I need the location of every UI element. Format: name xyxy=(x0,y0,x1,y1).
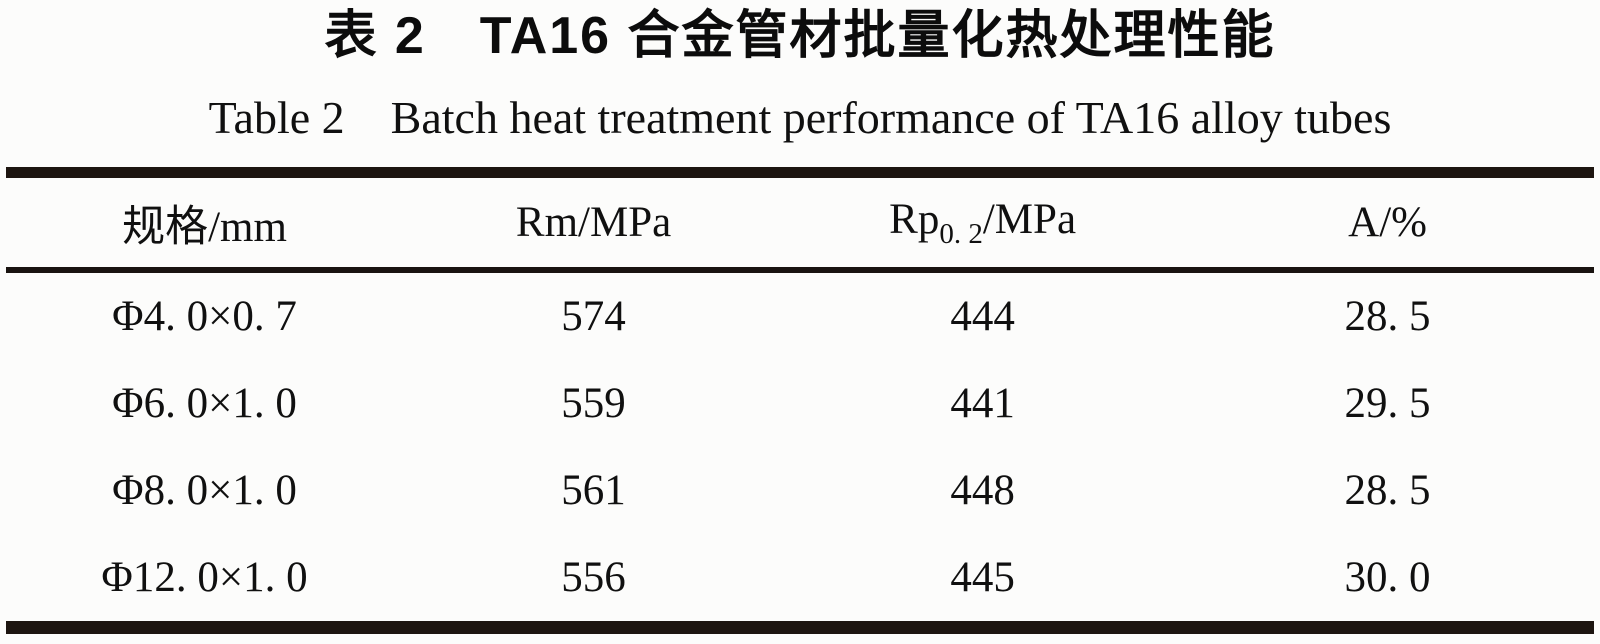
rp-base: Rp xyxy=(889,195,940,243)
cell-rp02: 441 xyxy=(950,380,1015,427)
cell-rp02: 448 xyxy=(950,467,1015,514)
table-container: 规格/mm Rm/MPa Rp0. 2/MPa A/% Φ4. 0×0. 7 5… xyxy=(6,167,1594,634)
cell-spec: Φ12. 0×1. 0 xyxy=(101,554,308,601)
table-title-chinese: 表 2 TA16 合金管材批量化热处理性能 xyxy=(324,7,1276,65)
column-header-elongation: A/% xyxy=(1181,172,1594,273)
table-row: Φ4. 0×0. 7 574 444 28. 5 xyxy=(6,270,1594,360)
table-title-english: Table 2 Batch heat treatment performance… xyxy=(208,92,1392,143)
table-row: Φ6. 0×1. 0 559 441 29. 5 xyxy=(6,360,1594,447)
cell-rm: 559 xyxy=(561,380,626,427)
header-row: 规格/mm Rm/MPa Rp0. 2/MPa A/% xyxy=(6,172,1594,273)
cell-elongation: 28. 5 xyxy=(1344,293,1431,340)
column-header-spec: 规格/mm xyxy=(6,172,403,273)
cell-rp02: 444 xyxy=(950,293,1015,340)
cell-rp02: 445 xyxy=(950,554,1015,601)
cell-elongation: 29. 5 xyxy=(1344,380,1431,427)
table-row: Φ12. 0×1. 0 556 445 30. 0 xyxy=(6,534,1594,628)
cell-elongation: 30. 0 xyxy=(1344,554,1431,601)
cell-spec: Φ8. 0×1. 0 xyxy=(112,467,297,514)
heat-treatment-performance-table: 规格/mm Rm/MPa Rp0. 2/MPa A/% Φ4. 0×0. 7 5… xyxy=(6,167,1594,634)
cell-rm: 561 xyxy=(561,467,626,514)
cell-rm: 556 xyxy=(561,554,626,601)
column-header-rm: Rm/MPa xyxy=(403,172,785,273)
cell-spec: Φ4. 0×0. 7 xyxy=(112,293,297,340)
rp-subscript: 0. 2 xyxy=(939,217,983,250)
cell-elongation: 28. 5 xyxy=(1344,467,1431,514)
cell-spec: Φ6. 0×1. 0 xyxy=(112,380,297,427)
column-header-rp02: Rp0. 2/MPa xyxy=(784,172,1182,273)
rp-unit: /MPa xyxy=(982,195,1077,243)
table-row: Φ8. 0×1. 0 561 448 28. 5 xyxy=(6,447,1594,534)
cell-rm: 574 xyxy=(561,293,626,340)
